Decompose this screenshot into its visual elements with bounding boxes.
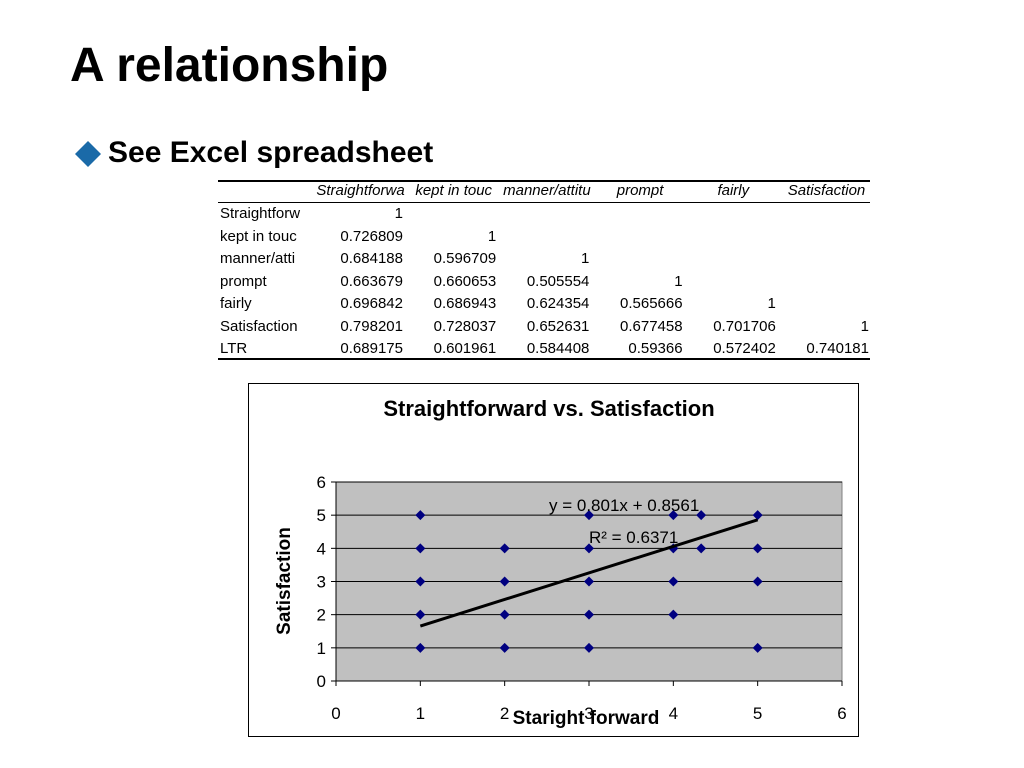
data-point <box>752 510 763 521</box>
y-tick-label: 0 <box>317 672 326 691</box>
table-value: 0.684188 <box>340 250 403 267</box>
row-label: Satisfaction <box>220 317 298 335</box>
row-label: prompt <box>220 272 267 290</box>
table-value: 0.701706 <box>713 317 776 335</box>
table-value: 0.59366 <box>628 340 683 357</box>
table-value: 0.677458 <box>620 317 683 335</box>
row-label: LTR <box>220 340 248 357</box>
slide-title: A relationship <box>70 39 389 92</box>
chart: Straightforward vs. Satisfaction 0 1 2 3 4 5 6 0… <box>248 383 859 737</box>
y-tick-label: 6 <box>317 473 326 492</box>
data-point <box>668 609 679 620</box>
table-value: 0.601961 <box>433 340 497 357</box>
data-point <box>696 510 707 521</box>
y-tick-label: 4 <box>317 539 326 558</box>
table-value: 1 <box>394 205 403 222</box>
x-tick-label: 3 <box>584 704 593 723</box>
trendline <box>419 518 759 628</box>
data-point <box>752 576 763 587</box>
table-value: 0.652631 <box>526 317 590 335</box>
row-label: Straightforw <box>220 205 301 222</box>
column-header: manner/attitu <box>503 182 591 199</box>
table-value: 0.686943 <box>433 295 497 312</box>
table-value: 0.565666 <box>620 295 683 312</box>
column-header: kept in touc <box>415 182 493 199</box>
column-header: Straightforwa <box>316 182 405 199</box>
table-value: 0.584408 <box>526 340 590 357</box>
column-header: prompt <box>616 182 664 199</box>
row-label: manner/atti <box>220 250 296 267</box>
data-point <box>752 543 763 554</box>
column-header: fairly <box>717 182 750 199</box>
column-header: Satisfaction <box>787 182 866 199</box>
y-tick-label: 3 <box>317 573 326 592</box>
data-point <box>499 543 510 554</box>
table-value: 0.689175 <box>340 340 403 357</box>
data-point <box>668 510 679 521</box>
table-value: 0.740181 <box>806 340 869 357</box>
y-axis-label: Satisfaction <box>274 527 295 635</box>
x-tick-label: 6 <box>837 704 846 723</box>
bullet-icon <box>75 141 101 167</box>
data-point <box>584 543 594 554</box>
data-point <box>415 543 426 554</box>
row-label: kept in touc <box>220 227 297 245</box>
table-value: 0.728037 <box>433 317 497 335</box>
x-tick-label: 4 <box>669 704 678 723</box>
chart-title: Straightforward vs. Satisfaction <box>383 396 714 421</box>
x-tick-label: 1 <box>416 704 425 723</box>
table-value: 0.660653 <box>433 272 497 290</box>
data-point <box>584 576 594 587</box>
table-value: 0.572402 <box>713 340 776 357</box>
data-point <box>584 609 594 620</box>
y-tick-label: 1 <box>317 639 326 658</box>
row-label: fairly <box>220 295 252 312</box>
data-point <box>415 576 426 587</box>
data-point <box>415 642 426 653</box>
y-tick-label: 2 <box>317 606 326 625</box>
data-point <box>499 642 510 653</box>
table-value: 0.663679 <box>340 272 403 290</box>
table-value: 1 <box>674 272 683 290</box>
table-value: 1 <box>860 317 869 335</box>
x-tick-label: 2 <box>500 704 509 723</box>
bullet-text: See Excel spreadsheet <box>108 136 434 169</box>
y-tick-label: 5 <box>317 506 326 525</box>
correlation-table: Straightforwa kept in touc manner/attitu pr… <box>218 180 870 360</box>
table-value: 1 <box>767 295 776 312</box>
r-squared-label: R² = 0.6371 <box>589 528 678 547</box>
data-point <box>752 642 763 653</box>
table-value: 0.505554 <box>526 272 590 290</box>
data-point <box>584 642 594 653</box>
table-value: 0.726809 <box>340 227 403 245</box>
data-point <box>499 576 510 587</box>
table-value: 1 <box>487 227 497 245</box>
data-point <box>415 609 426 620</box>
table-value: 0.596709 <box>433 250 497 267</box>
x-tick-label: 5 <box>753 704 762 723</box>
x-axis-label: Staright forward <box>513 708 660 729</box>
data-point <box>415 510 426 521</box>
table-value: 1 <box>581 250 590 267</box>
table-value: 0.696842 <box>340 295 403 312</box>
table-value: 0.624354 <box>526 295 590 312</box>
data-point <box>499 609 510 620</box>
data-point <box>668 576 679 587</box>
data-point <box>584 510 594 521</box>
equation-label: y = 0.801x + 0.8561 <box>549 496 699 515</box>
table-value: 0.798201 <box>340 317 403 335</box>
x-tick-label: 0 <box>331 704 340 723</box>
data-point <box>696 543 707 554</box>
